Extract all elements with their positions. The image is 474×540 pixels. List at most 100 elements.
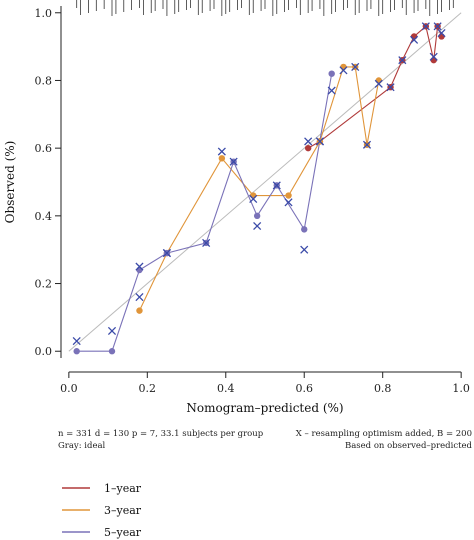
cross-stroke	[135, 293, 144, 302]
series-line-5-year	[76, 73, 333, 352]
y-tick-label: 0.2	[35, 278, 53, 291]
note-based-on: Based on observed–predicted	[345, 441, 473, 451]
point-3-year	[218, 155, 226, 162]
cross-stroke	[107, 326, 117, 335]
cross-marker-5-year	[72, 337, 81, 346]
cross-stroke	[272, 181, 281, 190]
point-1-year	[438, 33, 445, 40]
cross-marker-1-year	[421, 22, 430, 31]
cross-stroke	[327, 86, 336, 95]
cross-marker-5-year	[272, 181, 281, 190]
legend-label-5-year: 5–year	[104, 526, 142, 539]
cross-marker-3-year	[217, 147, 226, 156]
legend-label-3-year: 3–year	[104, 504, 142, 517]
cross-stroke	[217, 147, 226, 156]
cross-stroke	[315, 137, 324, 146]
point-5-year	[108, 348, 116, 355]
cross-marker-5-year	[229, 157, 238, 166]
cross-stroke	[429, 52, 438, 61]
cross-marker-5-year	[162, 249, 171, 258]
note-ideal: Gray: ideal	[58, 441, 106, 451]
y-tick-label: 0.0	[35, 345, 53, 358]
cross-stroke	[433, 22, 442, 31]
cross-stroke	[249, 194, 258, 203]
cross-stroke	[284, 198, 293, 207]
cross-stroke	[362, 140, 372, 149]
cross-stroke	[351, 62, 360, 71]
cross-stroke	[300, 245, 309, 254]
cross-marker-5-year	[135, 262, 144, 271]
cross-marker-3-year	[351, 62, 360, 71]
y-tick-label: 1.0	[35, 7, 53, 20]
axes: 0.0 0.2 0.4 0.6 0.8 1.0 0.0 0.2 0.4 0.6 0.8 1.0	[35, 6, 470, 395]
rug-marks	[76, 0, 454, 16]
legend-label-1-year: 1–year	[104, 482, 142, 495]
y-tick-label: 0.4	[35, 210, 53, 223]
x-tick-label: 1.0	[452, 382, 470, 395]
point-1-year	[304, 144, 312, 152]
point-1-year	[430, 56, 437, 64]
cross-marker-5-year	[107, 326, 117, 335]
cross-marker-3-year	[339, 66, 348, 75]
cross-marker-5-year	[327, 86, 336, 95]
series-layer	[72, 22, 446, 355]
cross-marker-3-year	[362, 140, 372, 149]
ideal-line	[68, 12, 462, 352]
point-3-year	[136, 307, 143, 314]
cross-marker-1-year	[410, 35, 419, 44]
cross-stroke	[162, 249, 171, 258]
y-tick-label: 0.6	[35, 142, 53, 155]
cross-marker-3-year	[249, 194, 258, 203]
cross-marker-1-year	[398, 56, 407, 65]
note-sample-size: n = 331 d = 130 p = 7, 33.1 subjects per…	[58, 429, 264, 439]
cross-marker-1-year	[386, 83, 395, 92]
cross-marker-5-year	[202, 238, 211, 247]
cross-marker-3-year	[284, 198, 293, 207]
cross-stroke	[135, 262, 144, 271]
point-3-year	[285, 192, 292, 199]
y-tick-label: 0.8	[35, 74, 53, 87]
point-3-year	[340, 63, 347, 71]
cross-marker-1-year	[429, 52, 438, 61]
point-5-year	[328, 70, 335, 77]
cross-stroke	[339, 66, 348, 75]
cross-marker-3-year	[135, 293, 144, 302]
cross-stroke	[304, 137, 313, 146]
x-tick-label: 0.4	[217, 382, 235, 395]
cross-marker-3-year	[374, 79, 383, 88]
cross-marker-5-year	[253, 221, 262, 231]
point-5-year	[136, 266, 143, 274]
point-5-year	[301, 226, 308, 233]
cross-stroke	[421, 22, 430, 31]
cross-marker-3-year	[315, 137, 324, 146]
cross-marker-5-year	[300, 245, 309, 254]
point-3-year	[250, 192, 257, 199]
x-axis-title: Nomogram–predicted (%)	[186, 401, 343, 415]
cross-marker-1-year	[433, 22, 442, 31]
cross-stroke	[437, 29, 446, 38]
cross-stroke	[202, 238, 211, 247]
cross-stroke	[410, 35, 419, 44]
note-resampling: X – resampling optimism added, B = 200	[296, 429, 472, 439]
series-line-3-year	[138, 66, 380, 311]
x-tick-label: 0.0	[60, 382, 78, 395]
point-5-year	[253, 212, 261, 220]
x-tick-label: 0.6	[295, 382, 313, 395]
cross-stroke	[386, 83, 395, 92]
cross-stroke	[374, 79, 383, 88]
cross-marker-1-year	[304, 137, 313, 146]
plot-area	[68, 12, 462, 355]
point-3-year	[375, 77, 382, 84]
y-axis-title: Observed (%)	[3, 141, 17, 224]
legend: 1–year 3–year 5–year	[62, 482, 142, 539]
cross-stroke	[72, 337, 81, 346]
cross-stroke	[398, 56, 407, 65]
x-tick-label: 0.8	[374, 382, 392, 395]
point-5-year	[73, 348, 80, 355]
cross-stroke	[253, 221, 262, 231]
point-1-year	[410, 33, 418, 40]
x-tick-label: 0.2	[139, 382, 157, 395]
cross-stroke	[229, 157, 238, 166]
cross-marker-1-year	[437, 29, 446, 38]
